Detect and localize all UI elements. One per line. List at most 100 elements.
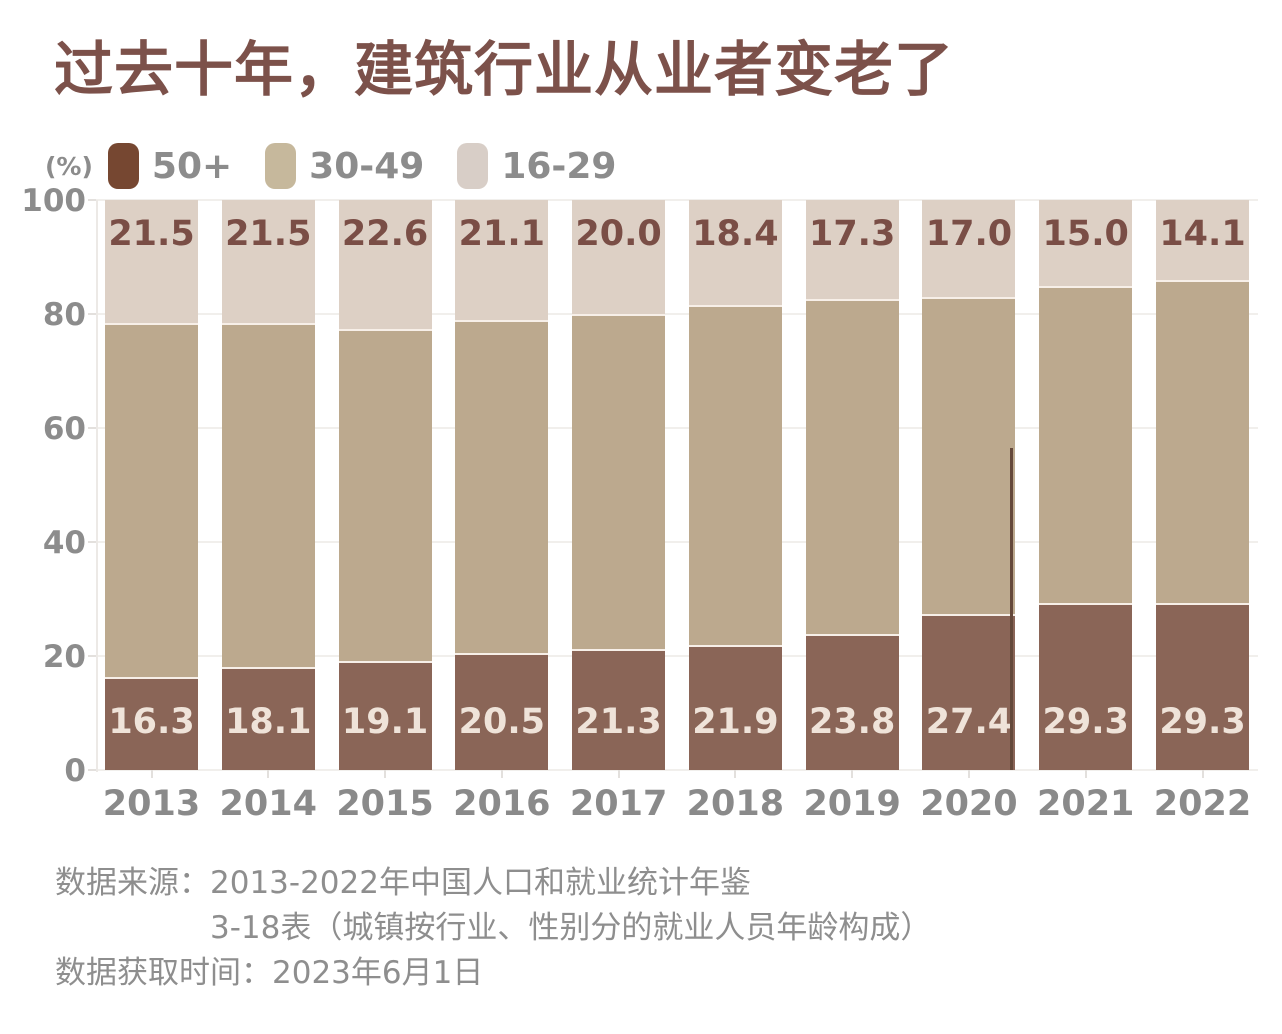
bar-label-50plus-2018: 21.9 xyxy=(692,702,779,742)
bar-label-16-29-2021: 15.0 xyxy=(1042,214,1129,254)
bar-2017-segment-16-29[interactable] xyxy=(572,200,666,314)
x-axis-label-2021: 2021 xyxy=(1037,784,1135,824)
gridline-20 xyxy=(96,655,1258,657)
x-axis-tick xyxy=(734,770,737,778)
bar-2017-segment-30-49[interactable] xyxy=(572,314,666,649)
legend-item-16-29[interactable]: 16-29 xyxy=(457,143,616,189)
x-axis-tick xyxy=(384,770,387,778)
bar-2014-segment-30-49[interactable] xyxy=(221,322,315,667)
x-axis-label-2015: 2015 xyxy=(336,784,434,824)
legend-item-30-49[interactable]: 30-49 xyxy=(265,143,424,189)
bar-2019-segment-50+[interactable] xyxy=(805,634,899,770)
bar-2022-segment-16-29[interactable] xyxy=(1156,200,1249,281)
bar-label-16-29-2016: 21.1 xyxy=(458,214,545,254)
source-label: 数据来源： xyxy=(55,865,210,901)
x-axis-label-2016: 2016 xyxy=(453,784,551,824)
y-axis-tick xyxy=(88,199,96,201)
x-axis-tick xyxy=(967,770,970,778)
retrieval-time-value: 2023年6月1日 xyxy=(272,955,484,991)
bar-2016-segment-50+[interactable] xyxy=(455,653,549,770)
bar-label-50plus-2022: 29.3 xyxy=(1159,702,1246,742)
y-axis-label-80: 80 xyxy=(42,297,86,333)
bar-label-50plus-2019: 23.8 xyxy=(808,702,896,742)
render-artifact-line xyxy=(1010,448,1013,770)
bar-2021-segment-16-29[interactable] xyxy=(1039,200,1133,286)
legend-label-30-49: 30-49 xyxy=(309,145,425,187)
x-axis-tick xyxy=(150,770,153,778)
legend-label-50plus: 50+ xyxy=(151,145,233,187)
y-axis-label-0: 0 xyxy=(64,753,86,789)
bar-2015-segment-50+[interactable] xyxy=(338,661,432,770)
bar-2015-segment-16-29[interactable] xyxy=(338,200,432,329)
bar-2020-segment-30-49[interactable] xyxy=(922,296,1016,614)
bar-label-50plus-2021: 29.3 xyxy=(1042,702,1129,742)
bar-2022-segment-50+[interactable] xyxy=(1156,602,1249,770)
bar-2013-segment-50+[interactable] xyxy=(105,677,198,770)
y-axis-label-100: 100 xyxy=(21,183,86,219)
source-line1: 2013-2022年中国人口和就业统计年鉴 xyxy=(210,865,751,901)
bar-2019-segment-16-29[interactable] xyxy=(805,200,899,299)
bar-label-50plus-2016: 20.5 xyxy=(458,702,545,742)
bar-2022-segment-30-49[interactable] xyxy=(1156,280,1249,603)
bar-2016-segment-30-49[interactable] xyxy=(455,320,549,654)
legend-swatch-50plus-icon xyxy=(107,143,139,189)
bar-2018-segment-50+[interactable] xyxy=(688,645,782,770)
bar-label-16-29-2019: 17.3 xyxy=(808,214,896,254)
y-axis-tick xyxy=(88,427,96,429)
bar-label-50plus-2017: 21.3 xyxy=(575,702,662,742)
y-axis-tick xyxy=(88,769,96,771)
gridline-60 xyxy=(96,427,1258,429)
source-note: 数据来源： 2013-2022年中国人口和就业统计年鉴 3-18表（城镇按行业、… xyxy=(55,861,931,996)
y-axis-label-40: 40 xyxy=(42,525,86,561)
source-line2: 3-18表（城镇按行业、性别分的就业人员年龄构成） xyxy=(210,910,932,946)
gridline-0 xyxy=(96,769,1258,771)
bar-label-50plus-2013: 16.3 xyxy=(108,702,195,742)
bar-label-50plus-2020: 27.4 xyxy=(925,702,1013,742)
bar-2017-segment-50+[interactable] xyxy=(572,648,666,770)
legend-swatch-30-49-icon xyxy=(265,143,297,189)
bar-2020-segment-16-29[interactable] xyxy=(922,200,1016,297)
bar-2014-segment-50+[interactable] xyxy=(221,666,315,770)
page-title: 过去十年，建筑行业从业者变老了 xyxy=(54,35,955,104)
x-axis-tick xyxy=(500,770,503,778)
x-axis-label-2018: 2018 xyxy=(686,784,785,824)
chart-legend: (%) 50+ 30-49 16-29 xyxy=(45,141,649,191)
bar-label-50plus-2014: 18.1 xyxy=(225,702,312,742)
legend-swatch-16-29-icon xyxy=(457,143,489,189)
y-axis-tick xyxy=(88,655,96,657)
gridline-40 xyxy=(96,541,1258,543)
bar-label-16-29-2020: 17.0 xyxy=(925,214,1013,254)
x-axis-tick xyxy=(851,770,854,778)
x-axis-tick xyxy=(267,770,270,778)
legend-label-16-29: 16-29 xyxy=(501,145,617,187)
bar-label-50plus-2015: 19.1 xyxy=(341,702,429,742)
bar-2018-segment-16-29[interactable] xyxy=(688,200,782,305)
bar-2019-segment-30-49[interactable] xyxy=(805,298,899,635)
x-axis-label-2019: 2019 xyxy=(803,784,901,824)
bar-2016-segment-16-29[interactable] xyxy=(455,200,549,321)
bar-label-16-29-2022: 14.1 xyxy=(1159,214,1246,254)
bar-2013-segment-16-29[interactable] xyxy=(105,200,198,323)
bar-2013-segment-30-49[interactable] xyxy=(105,322,198,678)
gridline-80 xyxy=(96,313,1258,315)
x-axis-label-2013: 2013 xyxy=(102,784,201,824)
bar-2021-segment-30-49[interactable] xyxy=(1039,285,1133,603)
bar-2021-segment-50+[interactable] xyxy=(1039,602,1133,770)
x-axis-label-2020: 2020 xyxy=(920,784,1018,824)
bar-2014-segment-16-29[interactable] xyxy=(221,200,315,323)
x-axis-label-2014: 2014 xyxy=(219,784,317,824)
bar-label-16-29-2018: 18.4 xyxy=(692,214,779,254)
bar-2015-segment-30-49[interactable] xyxy=(338,328,432,662)
bar-label-16-29-2017: 20.0 xyxy=(575,214,662,254)
x-axis-tick xyxy=(1201,770,1204,778)
source-detail: 2013-2022年中国人口和就业统计年鉴 3-18表（城镇按行业、性别分的就业… xyxy=(210,861,931,951)
x-axis-label-2017: 2017 xyxy=(569,784,668,824)
x-axis-tick xyxy=(1084,770,1087,778)
bar-2020-segment-50+[interactable] xyxy=(922,613,1016,770)
legend-item-50plus[interactable]: 50+ xyxy=(107,143,233,189)
y-axis-line xyxy=(96,200,98,772)
y-axis-unit-label: (%) xyxy=(45,151,93,181)
bar-2018-segment-30-49[interactable] xyxy=(688,304,782,646)
y-axis-tick xyxy=(88,313,96,315)
